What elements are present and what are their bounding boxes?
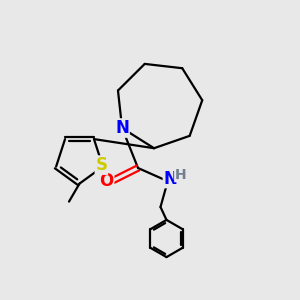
Text: S: S	[95, 156, 107, 174]
Text: N: N	[115, 119, 129, 137]
Text: N: N	[164, 169, 177, 188]
Text: O: O	[99, 172, 114, 190]
Text: H: H	[175, 168, 186, 182]
